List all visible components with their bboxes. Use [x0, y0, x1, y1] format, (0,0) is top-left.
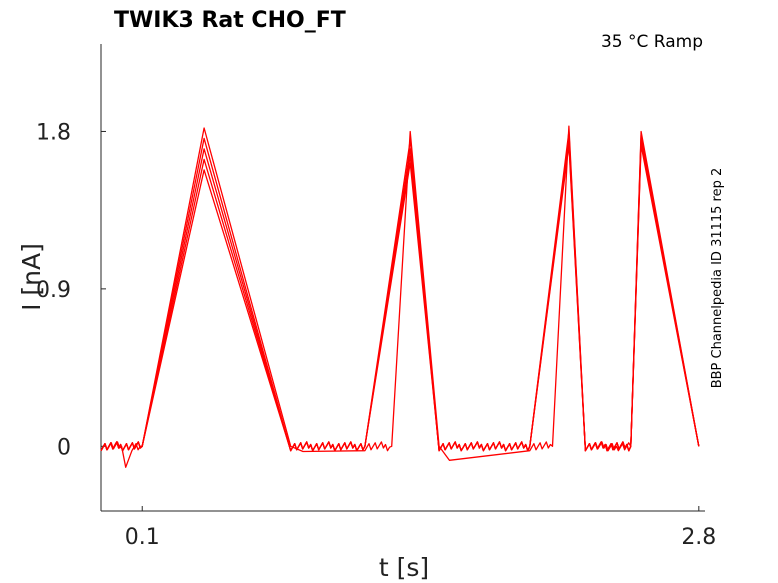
y-tick-label: 1.8: [36, 120, 71, 145]
chart-title: TWIK3 Rat CHO_FT: [114, 8, 346, 33]
channelpedia-id-label: BBP Channelpedia ID 31115 rep 2: [710, 168, 725, 389]
current-trace-line: [100, 136, 700, 452]
condition-label: 35 °C Ramp: [601, 32, 703, 52]
current-trace-line: [100, 125, 700, 468]
x-tick-label: 2.8: [681, 525, 716, 550]
x-tick-label: 0.1: [125, 525, 160, 550]
current-trace-line: [100, 130, 700, 452]
current-traces: [100, 125, 700, 468]
y-axis-label: I [nA]: [17, 243, 46, 311]
y-tick-label: 0.9: [36, 278, 71, 303]
current-trace-line: [100, 144, 700, 452]
y-tick-label: 0: [57, 435, 71, 460]
axis-ticks: 0 0.9 1.8 0.1 2.8: [36, 120, 716, 550]
x-axis-label: t [s]: [379, 553, 429, 582]
